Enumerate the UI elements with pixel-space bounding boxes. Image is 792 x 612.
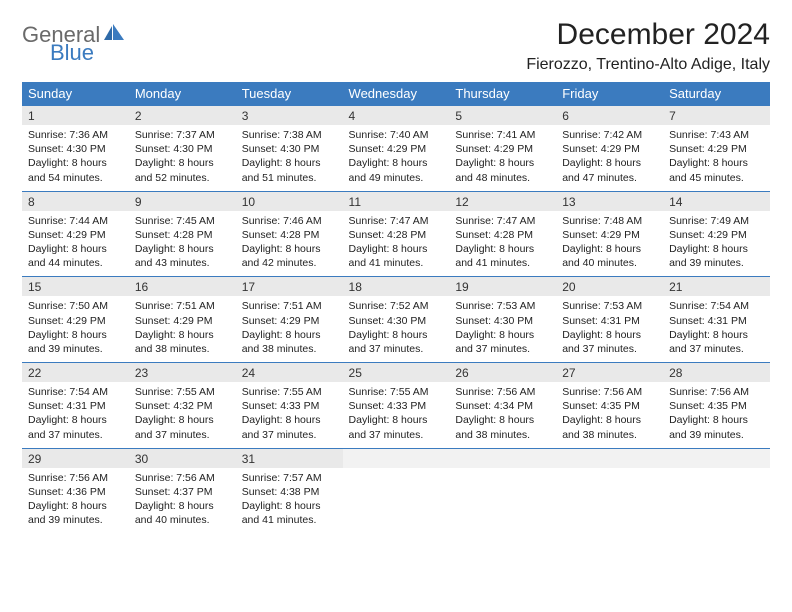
- day-detail-cell: Sunrise: 7:42 AMSunset: 4:29 PMDaylight:…: [556, 125, 663, 191]
- day-number-cell: 29: [22, 448, 129, 468]
- day-number-cell: 18: [343, 277, 450, 297]
- dow-header: Monday: [129, 82, 236, 106]
- day-detail-cell: Sunrise: 7:50 AMSunset: 4:29 PMDaylight:…: [22, 296, 129, 362]
- day-number-cell: 13: [556, 191, 663, 211]
- dow-header: Sunday: [22, 82, 129, 106]
- day-detail-cell: Sunrise: 7:46 AMSunset: 4:28 PMDaylight:…: [236, 211, 343, 277]
- day-number-cell: [556, 448, 663, 468]
- day-number-cell: 19: [449, 277, 556, 297]
- day-number-cell: 15: [22, 277, 129, 297]
- day-detail-cell: Sunrise: 7:55 AMSunset: 4:33 PMDaylight:…: [343, 382, 450, 448]
- day-detail-cell: Sunrise: 7:44 AMSunset: 4:29 PMDaylight:…: [22, 211, 129, 277]
- dow-header: Wednesday: [343, 82, 450, 106]
- day-detail-cell: [449, 468, 556, 534]
- dow-header: Tuesday: [236, 82, 343, 106]
- day-detail-cell: Sunrise: 7:56 AMSunset: 4:34 PMDaylight:…: [449, 382, 556, 448]
- day-detail-cell: Sunrise: 7:56 AMSunset: 4:35 PMDaylight:…: [663, 382, 770, 448]
- day-detail-cell: Sunrise: 7:52 AMSunset: 4:30 PMDaylight:…: [343, 296, 450, 362]
- day-detail-cell: Sunrise: 7:57 AMSunset: 4:38 PMDaylight:…: [236, 468, 343, 534]
- brand-part2: Blue: [50, 42, 125, 64]
- day-detail-cell: Sunrise: 7:47 AMSunset: 4:28 PMDaylight:…: [449, 211, 556, 277]
- day-detail-cell: Sunrise: 7:36 AMSunset: 4:30 PMDaylight:…: [22, 125, 129, 191]
- day-number-cell: 27: [556, 363, 663, 383]
- day-detail-cell: Sunrise: 7:40 AMSunset: 4:29 PMDaylight:…: [343, 125, 450, 191]
- day-detail-cell: Sunrise: 7:56 AMSunset: 4:37 PMDaylight:…: [129, 468, 236, 534]
- day-detail-cell: Sunrise: 7:54 AMSunset: 4:31 PMDaylight:…: [663, 296, 770, 362]
- day-detail-cell: Sunrise: 7:55 AMSunset: 4:33 PMDaylight:…: [236, 382, 343, 448]
- day-detail-cell: Sunrise: 7:47 AMSunset: 4:28 PMDaylight:…: [343, 211, 450, 277]
- day-detail-cell: Sunrise: 7:55 AMSunset: 4:32 PMDaylight:…: [129, 382, 236, 448]
- day-number-cell: 6: [556, 106, 663, 126]
- day-detail-cell: Sunrise: 7:37 AMSunset: 4:30 PMDaylight:…: [129, 125, 236, 191]
- page-title: December 2024: [526, 18, 770, 52]
- day-detail-cell: Sunrise: 7:53 AMSunset: 4:31 PMDaylight:…: [556, 296, 663, 362]
- day-number-cell: 9: [129, 191, 236, 211]
- dow-header: Saturday: [663, 82, 770, 106]
- dow-header: Friday: [556, 82, 663, 106]
- day-number-cell: [663, 448, 770, 468]
- day-detail-cell: Sunrise: 7:48 AMSunset: 4:29 PMDaylight:…: [556, 211, 663, 277]
- day-detail-cell: Sunrise: 7:53 AMSunset: 4:30 PMDaylight:…: [449, 296, 556, 362]
- day-detail-cell: [343, 468, 450, 534]
- day-detail-cell: [556, 468, 663, 534]
- day-detail-cell: Sunrise: 7:45 AMSunset: 4:28 PMDaylight:…: [129, 211, 236, 277]
- day-detail-cell: Sunrise: 7:43 AMSunset: 4:29 PMDaylight:…: [663, 125, 770, 191]
- day-detail-cell: Sunrise: 7:41 AMSunset: 4:29 PMDaylight:…: [449, 125, 556, 191]
- day-number-cell: 23: [129, 363, 236, 383]
- day-number-cell: 12: [449, 191, 556, 211]
- day-number-cell: 21: [663, 277, 770, 297]
- day-detail-cell: [663, 468, 770, 534]
- day-number-cell: 8: [22, 191, 129, 211]
- location-text: Fierozzo, Trentino-Alto Adige, Italy: [526, 56, 770, 74]
- day-number-cell: 26: [449, 363, 556, 383]
- day-detail-cell: Sunrise: 7:51 AMSunset: 4:29 PMDaylight:…: [129, 296, 236, 362]
- day-number-cell: 5: [449, 106, 556, 126]
- day-number-cell: 24: [236, 363, 343, 383]
- day-number-cell: 2: [129, 106, 236, 126]
- day-number-cell: [343, 448, 450, 468]
- day-number-cell: 10: [236, 191, 343, 211]
- day-number-cell: 16: [129, 277, 236, 297]
- brand-logo: General Blue: [22, 18, 125, 64]
- day-detail-cell: Sunrise: 7:49 AMSunset: 4:29 PMDaylight:…: [663, 211, 770, 277]
- day-detail-cell: Sunrise: 7:54 AMSunset: 4:31 PMDaylight:…: [22, 382, 129, 448]
- day-number-cell: 25: [343, 363, 450, 383]
- day-detail-cell: Sunrise: 7:38 AMSunset: 4:30 PMDaylight:…: [236, 125, 343, 191]
- day-detail-cell: Sunrise: 7:56 AMSunset: 4:35 PMDaylight:…: [556, 382, 663, 448]
- day-detail-cell: Sunrise: 7:51 AMSunset: 4:29 PMDaylight:…: [236, 296, 343, 362]
- day-number-cell: 28: [663, 363, 770, 383]
- dow-header: Thursday: [449, 82, 556, 106]
- day-number-cell: 4: [343, 106, 450, 126]
- day-detail-cell: Sunrise: 7:56 AMSunset: 4:36 PMDaylight:…: [22, 468, 129, 534]
- day-number-cell: 14: [663, 191, 770, 211]
- day-number-cell: 11: [343, 191, 450, 211]
- day-number-cell: 22: [22, 363, 129, 383]
- day-number-cell: 7: [663, 106, 770, 126]
- day-number-cell: 1: [22, 106, 129, 126]
- day-number-cell: 17: [236, 277, 343, 297]
- day-number-cell: 3: [236, 106, 343, 126]
- day-number-cell: 20: [556, 277, 663, 297]
- day-number-cell: [449, 448, 556, 468]
- day-number-cell: 31: [236, 448, 343, 468]
- day-number-cell: 30: [129, 448, 236, 468]
- calendar-table: SundayMondayTuesdayWednesdayThursdayFrid…: [22, 82, 770, 533]
